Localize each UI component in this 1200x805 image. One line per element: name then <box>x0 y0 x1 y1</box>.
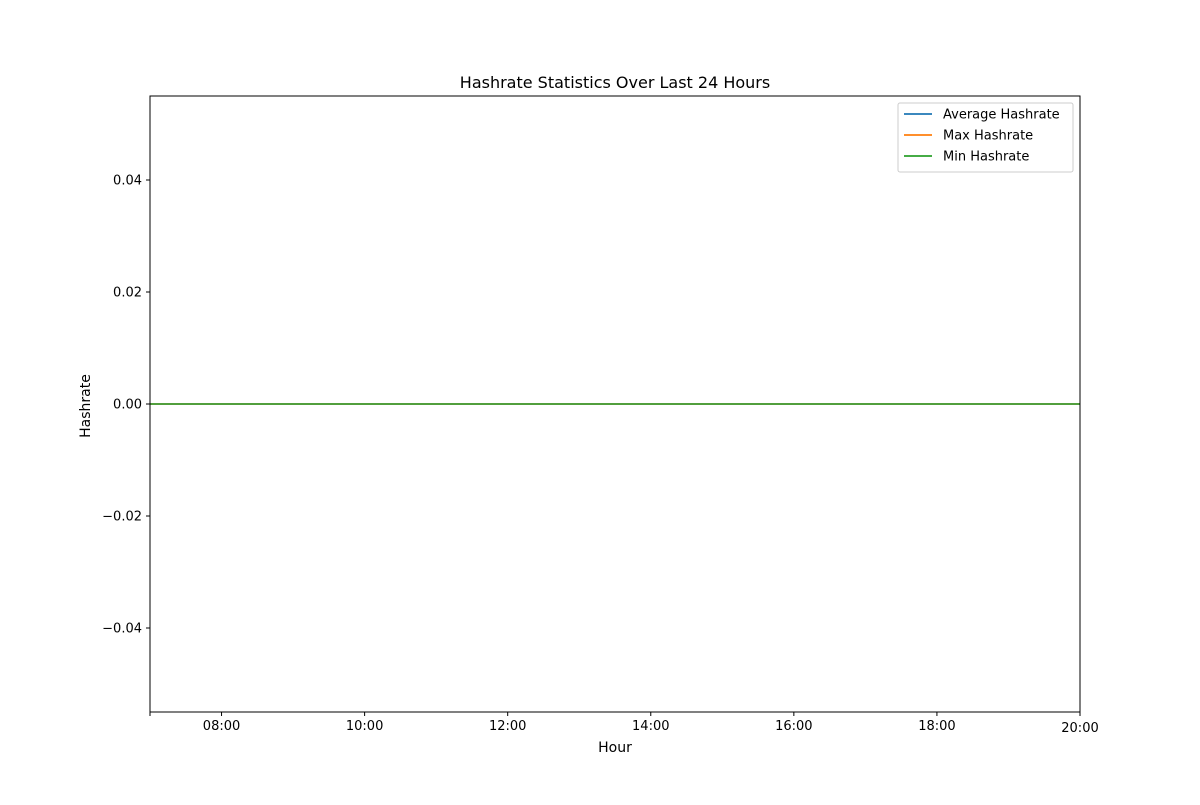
y-tick-label: 0.02 <box>113 286 142 301</box>
y-tick-label: 0.04 <box>113 174 142 189</box>
legend: Average Hashrate Max Hashrate Min Hashrate <box>897 102 1074 173</box>
x-tick-label: 10:00 <box>346 719 383 734</box>
y-tick-label: 0.00 <box>113 398 142 413</box>
legend-box <box>897 102 1074 173</box>
legend-label: Max Hashrate <box>943 129 1033 144</box>
x-tick-label: 20:00 <box>1061 721 1098 736</box>
y-axis-label: Hashrate <box>78 374 94 438</box>
x-tick-label: 18:00 <box>918 719 955 734</box>
legend-label: Min Hashrate <box>943 150 1029 165</box>
x-tick-label: 14:00 <box>632 719 669 734</box>
x-tick-label: 08:00 <box>203 719 240 734</box>
y-tick-label: −0.02 <box>102 510 142 525</box>
legend-label: Average Hashrate <box>943 108 1060 123</box>
chart-title: Hashrate Statistics Over Last 24 Hours <box>460 73 770 92</box>
y-tick-label: −0.04 <box>102 622 142 637</box>
plot-area: −0.04 −0.02 0.00 0.02 0.04 08:00 10:00 12:00 14:… <box>102 95 1099 736</box>
x-axis-label: Hour <box>598 740 632 756</box>
x-tick-label: 16:00 <box>775 719 812 734</box>
x-tick-label: 12:00 <box>489 719 526 734</box>
